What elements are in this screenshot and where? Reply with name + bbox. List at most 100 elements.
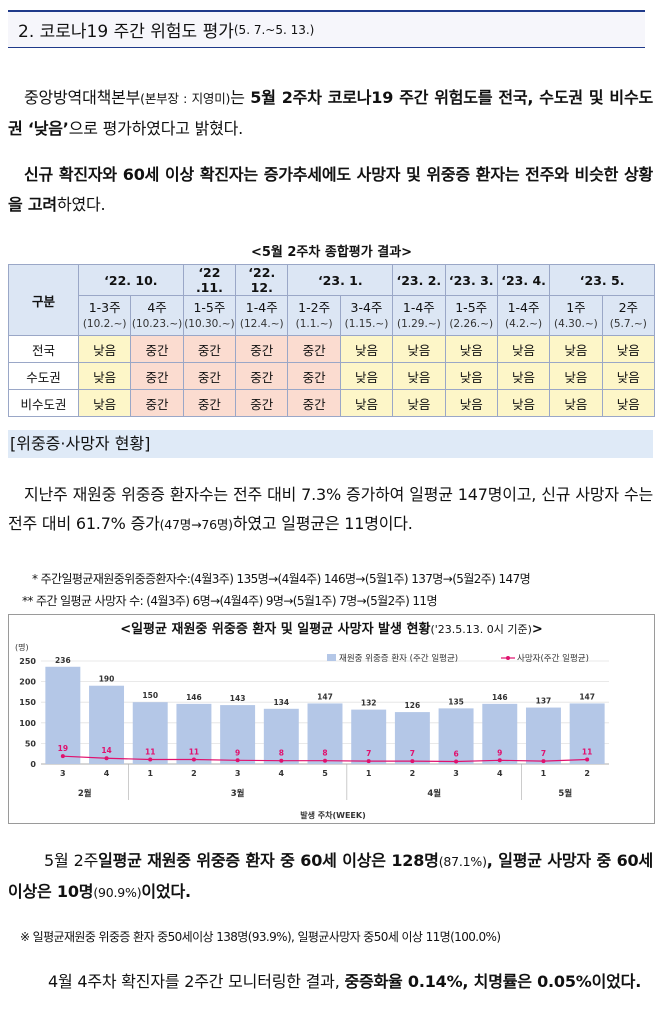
- month-group-label: 5월: [558, 788, 572, 799]
- x-axis-label: 발생 주차(WEEK): [300, 810, 366, 820]
- bar-value-label: 146: [492, 693, 508, 702]
- deaths-value-label: 7: [410, 749, 415, 758]
- deaths-point: [585, 757, 590, 762]
- week-label: 1-4주: [402, 299, 435, 315]
- bar-value-label: 147: [579, 692, 595, 701]
- week-start-date: (4.2.~): [505, 317, 543, 330]
- week-header-row: 1-3주 (10.2.~) 4주 (10.23.~) 1-5주 (10.30.~) 1-4주…: [9, 295, 656, 336]
- bar: [525, 707, 561, 764]
- deaths-point: [104, 756, 109, 761]
- y-ticks: 0 50 100 150 200 250: [19, 657, 36, 769]
- y-tick-label: 150: [19, 698, 36, 707]
- deaths-point: [323, 758, 327, 763]
- bar: [45, 666, 81, 764]
- week-header: 1-2주 (1.1.~): [287, 295, 341, 336]
- x-tick-label: 2: [410, 769, 416, 778]
- week-header: 1-4주 (1.29.~): [392, 295, 446, 336]
- x-tick-label: 5: [322, 769, 328, 778]
- bar: [176, 703, 212, 764]
- risk-level-cell: 중간: [287, 362, 341, 390]
- week-start-date: (4.30.~): [554, 317, 598, 330]
- y-tick-label: 100: [19, 719, 36, 728]
- bar-labels: 236 190 150 146 143 134 147 132 126 135 146 137 147: [55, 656, 595, 710]
- deaths-value-label: 7: [541, 749, 546, 758]
- month-group-label: 2월: [78, 788, 92, 799]
- week-header: 1-5주 (2.26.~): [444, 295, 498, 336]
- bar-value-label: 135: [448, 697, 464, 706]
- risk-level-cell: 낮음: [601, 362, 656, 390]
- risk-level-cell: 낮음: [392, 389, 446, 417]
- week-label: 1-3주: [88, 299, 121, 315]
- paragraph-risk-assessment: 중앙방역대책본부(본부장 : 지영미)는 5월 2주차 코로나19 주간 위험도…: [8, 88, 653, 138]
- week-label: 1-2주: [298, 299, 331, 315]
- y-axis-unit: (명): [15, 642, 29, 652]
- risk-level-cell: 낮음: [339, 389, 394, 417]
- bar: [438, 708, 474, 764]
- week-start-date: (1.1.~): [295, 317, 333, 330]
- week-start-date: (10.23.~): [131, 317, 183, 330]
- risk-level-cell: 낮음: [77, 335, 132, 363]
- bar: [351, 709, 387, 764]
- bar: [89, 685, 125, 764]
- x-tick-label: 1: [366, 769, 372, 778]
- deaths-point: [279, 758, 284, 763]
- bar-value-label: 137: [536, 697, 552, 706]
- table-body: 전국 낮음 중간 중간 중간 중간 낮음 낮음 낮음 낮음 낮음 낮음 수도권 낮음 중간 중간 중간 중간 낮음 낮…: [8, 335, 656, 417]
- risk-level-cell: 낮음: [496, 389, 551, 417]
- deaths-point: [366, 759, 371, 764]
- x-ticks: 3 4 1 2 3 4 5 1 2 3 4 1 2: [60, 769, 590, 778]
- bar: [307, 703, 343, 764]
- bar: [394, 712, 430, 764]
- risk-level-cell: 중간: [235, 335, 289, 363]
- risk-level-cell: 중간: [182, 335, 237, 363]
- risk-level-cell: 낮음: [392, 335, 446, 363]
- bar: [132, 702, 168, 764]
- section-header: 2. 코로나19 주간 위험도 평가 (5. 7.~5. 13.): [8, 10, 645, 48]
- week-start-date: (12.4.~): [239, 317, 284, 330]
- risk-level-cell: 중간: [287, 335, 341, 363]
- table-row: 수도권 낮음 중간 중간 중간 중간 낮음 낮음 낮음 낮음 낮음 낮음: [8, 362, 656, 390]
- x-tick-label: 4: [497, 769, 503, 778]
- week-label: 3-4주: [350, 299, 383, 315]
- week-start-date: (5.7.~): [609, 317, 647, 330]
- week-label: 1-5주: [193, 299, 226, 315]
- deaths-point: [60, 754, 65, 759]
- risk-level-cell: 낮음: [77, 389, 132, 417]
- y-tick-label: 50: [25, 739, 37, 748]
- bar-value-label: 150: [142, 691, 158, 700]
- paragraph-elderly: 5월 2주일평균 재원중 위중증 환자 중 60세 이상은 128명(87.1%…: [8, 851, 653, 901]
- week-start-date: (10.30.~): [184, 317, 235, 330]
- chart-legend: 재원중 위중증 환자 (주간 일평균) 사망자(주간 일평균): [327, 653, 589, 664]
- bar: [220, 705, 256, 764]
- week-start-date: (1.29.~): [396, 317, 441, 330]
- month-header: ‘23. 2.: [392, 264, 446, 296]
- bar-value-label: 147: [317, 692, 333, 701]
- x-tick-label: 1: [541, 769, 547, 778]
- risk-level-cell: 중간: [130, 362, 184, 390]
- y-tick-label: 0: [30, 760, 36, 769]
- month-labels: 2월 3월 4월 5월: [78, 764, 572, 800]
- x-tick-label: 4: [104, 769, 110, 778]
- week-start-date: (2.26.~): [449, 317, 494, 330]
- paragraph-severe-deaths: 지난주 재원중 위중증 환자수는 전주 대비 7.3% 증가하여 일평균 147…: [8, 485, 653, 533]
- deaths-value-label: 7: [366, 749, 371, 758]
- x-tick-label: 2: [584, 769, 590, 778]
- table-row: 전국 낮음 중간 중간 중간 중간 낮음 낮음 낮음 낮음 낮음 낮음: [8, 335, 656, 363]
- section-period: (5. 7.~5. 13.): [233, 22, 315, 37]
- bars: [45, 666, 605, 764]
- week-start-date: (1.15.~): [344, 317, 389, 330]
- bar: [569, 703, 605, 764]
- month-header: ‘22. 12.: [235, 264, 289, 296]
- legend-bar-swatch: [327, 654, 336, 661]
- x-tick-label: 3: [235, 769, 241, 778]
- deaths-value-label: 14: [101, 746, 111, 755]
- week-header: 1-4주 (12.4.~): [235, 295, 289, 336]
- risk-level-cell: 낮음: [339, 362, 394, 390]
- deaths-point: [191, 757, 196, 762]
- bar-value-label: 236: [55, 656, 71, 665]
- deaths-value-label: 19: [58, 744, 68, 753]
- week-label: 2주: [618, 299, 639, 315]
- risk-level-cell: 낮음: [444, 389, 498, 417]
- week-header: 1-4주 (4.2.~): [496, 295, 551, 336]
